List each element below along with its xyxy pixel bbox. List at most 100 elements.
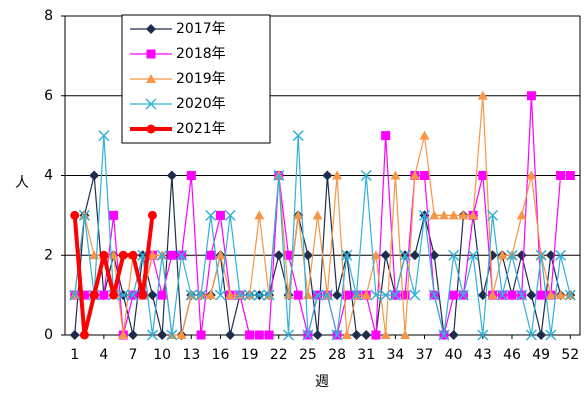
marker <box>380 250 391 261</box>
marker <box>458 210 469 220</box>
marker <box>98 130 110 142</box>
marker <box>429 210 440 220</box>
marker <box>457 289 469 301</box>
x-tick-label: 10 <box>153 347 171 363</box>
marker <box>302 290 313 300</box>
legend-label: 2019年 <box>176 71 226 87</box>
x-tick-label: 19 <box>241 347 259 363</box>
marker <box>146 124 156 134</box>
marker <box>477 90 488 100</box>
marker <box>127 289 139 301</box>
marker <box>556 171 566 180</box>
marker <box>409 250 420 261</box>
marker <box>214 289 227 301</box>
marker <box>477 329 489 341</box>
marker <box>196 330 206 340</box>
x-tick-label: 40 <box>445 347 463 363</box>
marker <box>487 209 499 221</box>
marker <box>156 249 168 261</box>
marker <box>360 169 372 182</box>
marker <box>342 290 352 300</box>
marker <box>302 329 314 341</box>
marker <box>536 290 546 300</box>
marker <box>507 290 517 300</box>
x-tick-label: 37 <box>416 347 434 363</box>
x-tick-label: 25 <box>299 347 317 363</box>
marker <box>565 171 575 180</box>
marker <box>331 329 343 341</box>
marker <box>312 330 323 340</box>
marker <box>206 250 216 260</box>
marker <box>245 330 255 340</box>
marker <box>263 289 275 301</box>
y-tick-label: 6 <box>44 88 53 104</box>
marker <box>361 290 372 300</box>
marker <box>224 209 236 221</box>
marker <box>99 250 109 260</box>
marker <box>293 290 303 300</box>
marker <box>117 289 129 301</box>
marker <box>283 250 293 260</box>
marker <box>371 330 381 340</box>
x-tick-label: 49 <box>532 347 550 363</box>
marker <box>225 330 236 340</box>
x-tick-label: 46 <box>503 347 521 363</box>
marker <box>254 330 264 340</box>
marker <box>341 249 353 261</box>
x-tick-label: 28 <box>328 347 346 363</box>
marker <box>89 290 99 300</box>
marker <box>244 289 256 301</box>
marker <box>205 209 217 221</box>
marker <box>302 250 313 261</box>
x-tick-label: 43 <box>474 347 492 363</box>
marker <box>564 289 576 301</box>
marker <box>147 250 158 260</box>
marker <box>69 330 80 340</box>
marker <box>332 170 343 180</box>
marker <box>146 74 156 83</box>
marker <box>70 210 80 220</box>
marker <box>292 130 304 142</box>
marker <box>78 209 90 221</box>
marker <box>312 289 324 301</box>
series-line <box>74 95 571 336</box>
legend-label: 2020年 <box>176 96 226 112</box>
x-tick-label: 4 <box>99 347 108 363</box>
x-tick-label: 52 <box>561 347 579 363</box>
marker <box>516 250 527 261</box>
marker <box>147 210 157 220</box>
legend-label: 2017年 <box>176 21 226 37</box>
marker <box>390 170 401 180</box>
marker <box>428 289 440 301</box>
marker <box>448 210 459 220</box>
marker <box>79 290 89 300</box>
marker <box>322 170 333 181</box>
marker <box>535 249 547 261</box>
marker <box>176 249 188 261</box>
marker <box>89 170 100 181</box>
marker <box>146 329 158 341</box>
marker <box>234 289 246 301</box>
marker <box>109 290 119 300</box>
x-tick-label: 34 <box>386 347 404 363</box>
marker <box>468 210 479 220</box>
x-axis-label: 週 <box>315 374 329 390</box>
marker <box>273 250 284 261</box>
marker <box>99 290 109 300</box>
marker <box>253 289 265 301</box>
marker <box>467 249 479 261</box>
marker <box>341 330 352 339</box>
x-tick-label: 1 <box>70 347 79 363</box>
marker <box>215 250 226 260</box>
marker <box>185 289 197 301</box>
marker <box>128 330 139 340</box>
x-tick-label: 31 <box>357 347 375 363</box>
marker <box>166 170 177 181</box>
marker <box>282 329 295 341</box>
marker <box>496 289 508 301</box>
y-axis-label: 人 <box>15 175 29 191</box>
marker <box>146 24 156 34</box>
y-tick-label: 2 <box>44 247 53 263</box>
marker <box>109 210 119 220</box>
